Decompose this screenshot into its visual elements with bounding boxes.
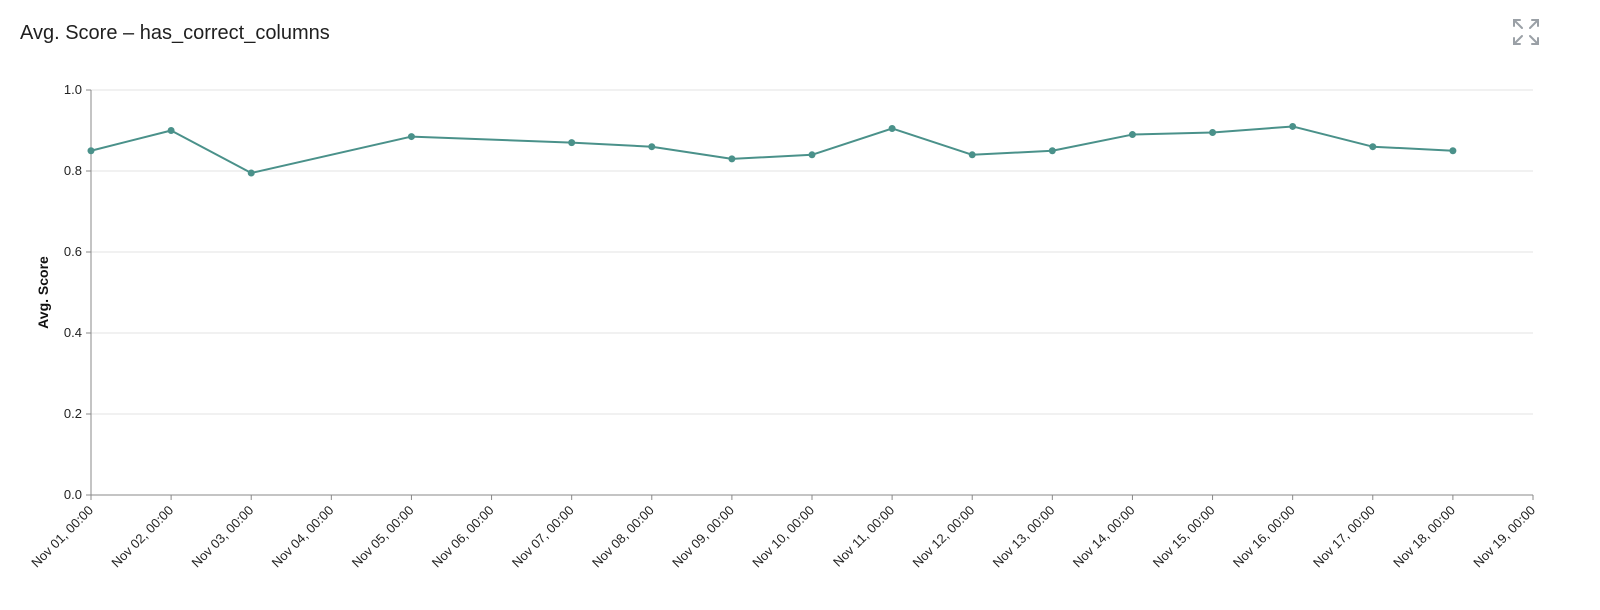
x-tick-label: Nov 09, 00:00 (669, 503, 737, 571)
y-tick-label: 0.4 (64, 325, 82, 340)
x-tick-label: Nov 18, 00:00 (1390, 503, 1458, 571)
data-point (87, 147, 95, 155)
x-tick-label: Nov 17, 00:00 (1310, 503, 1378, 571)
x-tick-label: Nov 08, 00:00 (589, 503, 657, 571)
y-tick-label: 0.6 (64, 244, 82, 259)
x-tick-label: Nov 15, 00:00 (1150, 503, 1218, 571)
data-point (1449, 147, 1457, 155)
y-tick-label: 1.0 (64, 82, 82, 97)
data-point (247, 169, 255, 177)
y-tick-label: 0.0 (64, 487, 82, 502)
y-tick-label: 0.2 (64, 406, 82, 421)
y-axis-title: Avg. Score (35, 256, 51, 329)
data-point (1289, 122, 1297, 130)
chart-title: Avg. Score – has_correct_columns (20, 22, 330, 44)
x-tick-label: Nov 14, 00:00 (1070, 503, 1138, 571)
x-tick-label: Nov 01, 00:00 (28, 503, 96, 571)
x-tick-label: Nov 02, 00:00 (108, 503, 176, 571)
y-tick-label: 0.8 (64, 163, 82, 178)
data-point (407, 133, 415, 141)
x-tick-label: Nov 19, 00:00 (1470, 503, 1538, 571)
x-tick-label: Nov 03, 00:00 (188, 503, 256, 571)
x-tick-label: Nov 06, 00:00 (429, 503, 497, 571)
data-point (728, 155, 736, 163)
expand-button[interactable] (1510, 16, 1542, 48)
series-line (90, 125, 1453, 175)
data-point (1048, 147, 1056, 155)
data-point (1128, 131, 1136, 139)
data-point (167, 127, 175, 134)
data-point (1369, 143, 1377, 151)
x-tick-label: Nov 13, 00:00 (990, 503, 1058, 571)
x-tick-label: Nov 11, 00:00 (830, 503, 897, 570)
data-point (648, 143, 656, 151)
data-point (1209, 129, 1217, 137)
expand-icon (1513, 19, 1539, 45)
data-point (888, 124, 896, 132)
x-tick-label: Nov 07, 00:00 (509, 503, 577, 571)
x-tick-label: Nov 10, 00:00 (749, 503, 817, 571)
data-point (968, 151, 976, 159)
x-tick-label: Nov 16, 00:00 (1230, 503, 1298, 571)
data-point (568, 139, 576, 147)
x-tick-label: Nov 05, 00:00 (349, 503, 417, 571)
x-tick-label: Nov 04, 00:00 (269, 503, 337, 571)
data-point (808, 151, 816, 159)
x-tick-label: Nov 12, 00:00 (909, 503, 977, 571)
